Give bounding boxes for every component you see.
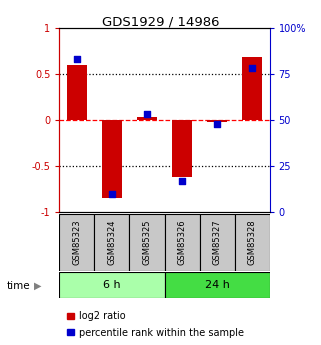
Text: GDS1929 / 14986: GDS1929 / 14986 [102,16,219,29]
Bar [165,272,270,298]
Bar [102,120,122,198]
Point [249,66,255,71]
Bar [59,214,94,271]
Point [179,178,185,184]
Text: GSM85327: GSM85327 [213,219,221,265]
Bar [235,214,270,271]
Bar [165,214,200,271]
Text: 6 h: 6 h [103,280,121,290]
Point [144,111,150,117]
Text: log2 ratio: log2 ratio [79,312,125,321]
Text: 24 h: 24 h [205,280,230,290]
Point [109,191,115,197]
Bar [137,117,157,120]
Bar [94,214,129,271]
Text: GSM85325: GSM85325 [143,220,152,265]
Bar [59,272,165,298]
Point [214,121,220,126]
Text: GSM85323: GSM85323 [73,219,82,265]
Bar [172,120,192,177]
Text: GSM85328: GSM85328 [247,219,256,265]
Bar [242,57,262,120]
Bar [67,65,87,120]
Text: GSM85326: GSM85326 [178,219,187,265]
Text: time: time [6,281,30,290]
Bar [200,214,235,271]
Text: percentile rank within the sample: percentile rank within the sample [79,328,244,337]
Text: GSM85324: GSM85324 [108,220,117,265]
Text: ▶: ▶ [34,281,41,290]
Bar [129,214,164,271]
Point [74,56,80,62]
Bar [207,120,227,122]
